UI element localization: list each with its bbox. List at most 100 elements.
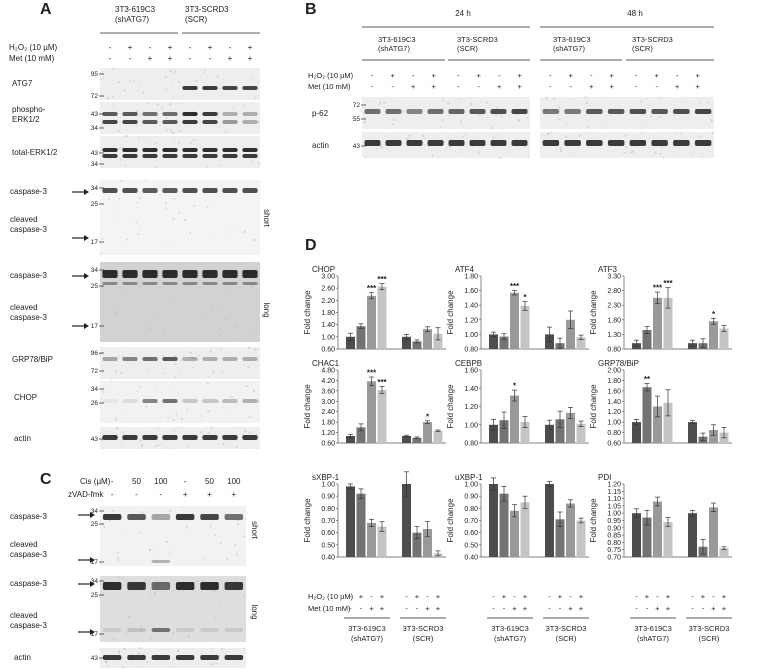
blot-speck	[110, 359, 112, 361]
blot-background	[100, 427, 260, 449]
blot-background	[100, 648, 246, 668]
blot-band	[222, 357, 238, 361]
blot-speck	[165, 540, 168, 544]
blot-speck	[172, 217, 175, 220]
blot-speck	[496, 134, 499, 137]
blot-band	[586, 140, 603, 146]
blot-speck	[244, 118, 246, 120]
blot-band	[364, 140, 381, 146]
blot-band	[490, 140, 507, 146]
blot-speck	[180, 417, 184, 421]
blot-speck	[112, 67, 114, 70]
blot-speck	[155, 561, 157, 563]
blot-speck	[492, 136, 495, 139]
blot-band	[102, 357, 118, 361]
treatment-sign: +	[128, 43, 133, 52]
blot-speck	[215, 662, 218, 665]
blot-speck	[224, 231, 226, 233]
bar	[367, 295, 376, 349]
blot-speck	[549, 131, 553, 134]
blot-speck	[216, 75, 220, 78]
blot-speck	[690, 153, 693, 156]
bar	[576, 423, 586, 443]
blot-speck	[103, 525, 105, 528]
blot-speck	[117, 204, 119, 206]
blot-speck	[155, 620, 157, 622]
blot-speck	[246, 447, 248, 449]
blot-speck	[115, 417, 117, 419]
blot-speck	[172, 94, 174, 97]
blot-label-cleaved: cleaved	[10, 540, 38, 549]
blot-speck	[449, 146, 451, 148]
treatment-sign: -	[656, 592, 659, 601]
y-tick-label: 0.90	[321, 494, 335, 501]
blot-speck	[209, 309, 211, 311]
bar	[402, 436, 411, 443]
blot-speck	[106, 441, 109, 443]
y-tick-label: 1.40	[321, 322, 335, 329]
blot-speck	[189, 231, 192, 234]
blot-speck	[226, 288, 229, 291]
blot-label-phospho-erk: phospho-	[12, 105, 46, 114]
blot-speck	[413, 133, 415, 135]
blot-speck	[240, 82, 243, 84]
blot-band	[607, 140, 625, 146]
met-label: Met (10 mM)	[308, 604, 351, 613]
bar	[377, 286, 387, 349]
panel-b-group-label: (SCR)	[632, 44, 653, 53]
blot-speck	[208, 158, 210, 160]
blot-speck	[103, 526, 106, 529]
treatment-value: 50	[205, 477, 214, 486]
blot-speck	[116, 116, 119, 119]
blot-band	[162, 435, 178, 440]
blot-speck	[190, 141, 193, 144]
treatment-sign: -	[503, 604, 506, 613]
y-tick-label: 1.15	[607, 489, 621, 496]
blot-band	[242, 399, 258, 403]
blot-speck	[113, 144, 115, 147]
blot-band	[651, 140, 668, 146]
bar	[346, 486, 355, 557]
bar	[520, 502, 530, 558]
blot-band	[200, 628, 219, 632]
treatment-sign: +	[168, 54, 173, 63]
blot-speck	[173, 70, 177, 74]
blot-speck	[199, 431, 202, 434]
blot-speck	[564, 135, 567, 138]
blot-speck	[447, 102, 450, 105]
blot-band	[142, 148, 158, 152]
y-tick-label: 1.05	[607, 503, 621, 510]
y-axis-label: Fold change	[589, 290, 598, 335]
blot-speck	[376, 148, 378, 150]
blot-speck	[114, 216, 116, 218]
blot-speck	[211, 236, 213, 238]
blot-speck	[165, 129, 168, 132]
blot-speck	[139, 114, 141, 116]
blot-speck	[129, 80, 132, 83]
blot-speck	[108, 198, 110, 201]
treatment-sign: -	[149, 43, 152, 52]
blot-speck	[180, 426, 183, 428]
blot-speck	[236, 553, 239, 556]
blot-speck	[165, 649, 167, 651]
treatment-sign: +	[228, 54, 233, 63]
blot-label-phospho-erk: ERK1/2	[12, 115, 40, 124]
blot-speck	[206, 205, 209, 208]
bar	[367, 522, 376, 557]
treatment-sign: -	[478, 82, 481, 91]
blot-speck	[256, 282, 258, 284]
treatment-sign: -	[635, 71, 638, 80]
y-tick-label: 2.40	[321, 409, 335, 416]
blot-speck	[118, 198, 120, 200]
blot-speck	[565, 123, 568, 126]
blot-speck	[140, 629, 143, 632]
blot-speck	[201, 313, 203, 315]
panel-b-group-label: 3T3-619C3	[553, 35, 591, 44]
band-arrow-head	[90, 581, 95, 587]
bar	[663, 522, 673, 557]
blot-band	[142, 399, 158, 403]
blot-speck	[246, 351, 248, 353]
blot-band	[122, 435, 138, 440]
panel-c-letter: C	[40, 471, 52, 488]
blot-speck	[173, 355, 177, 358]
